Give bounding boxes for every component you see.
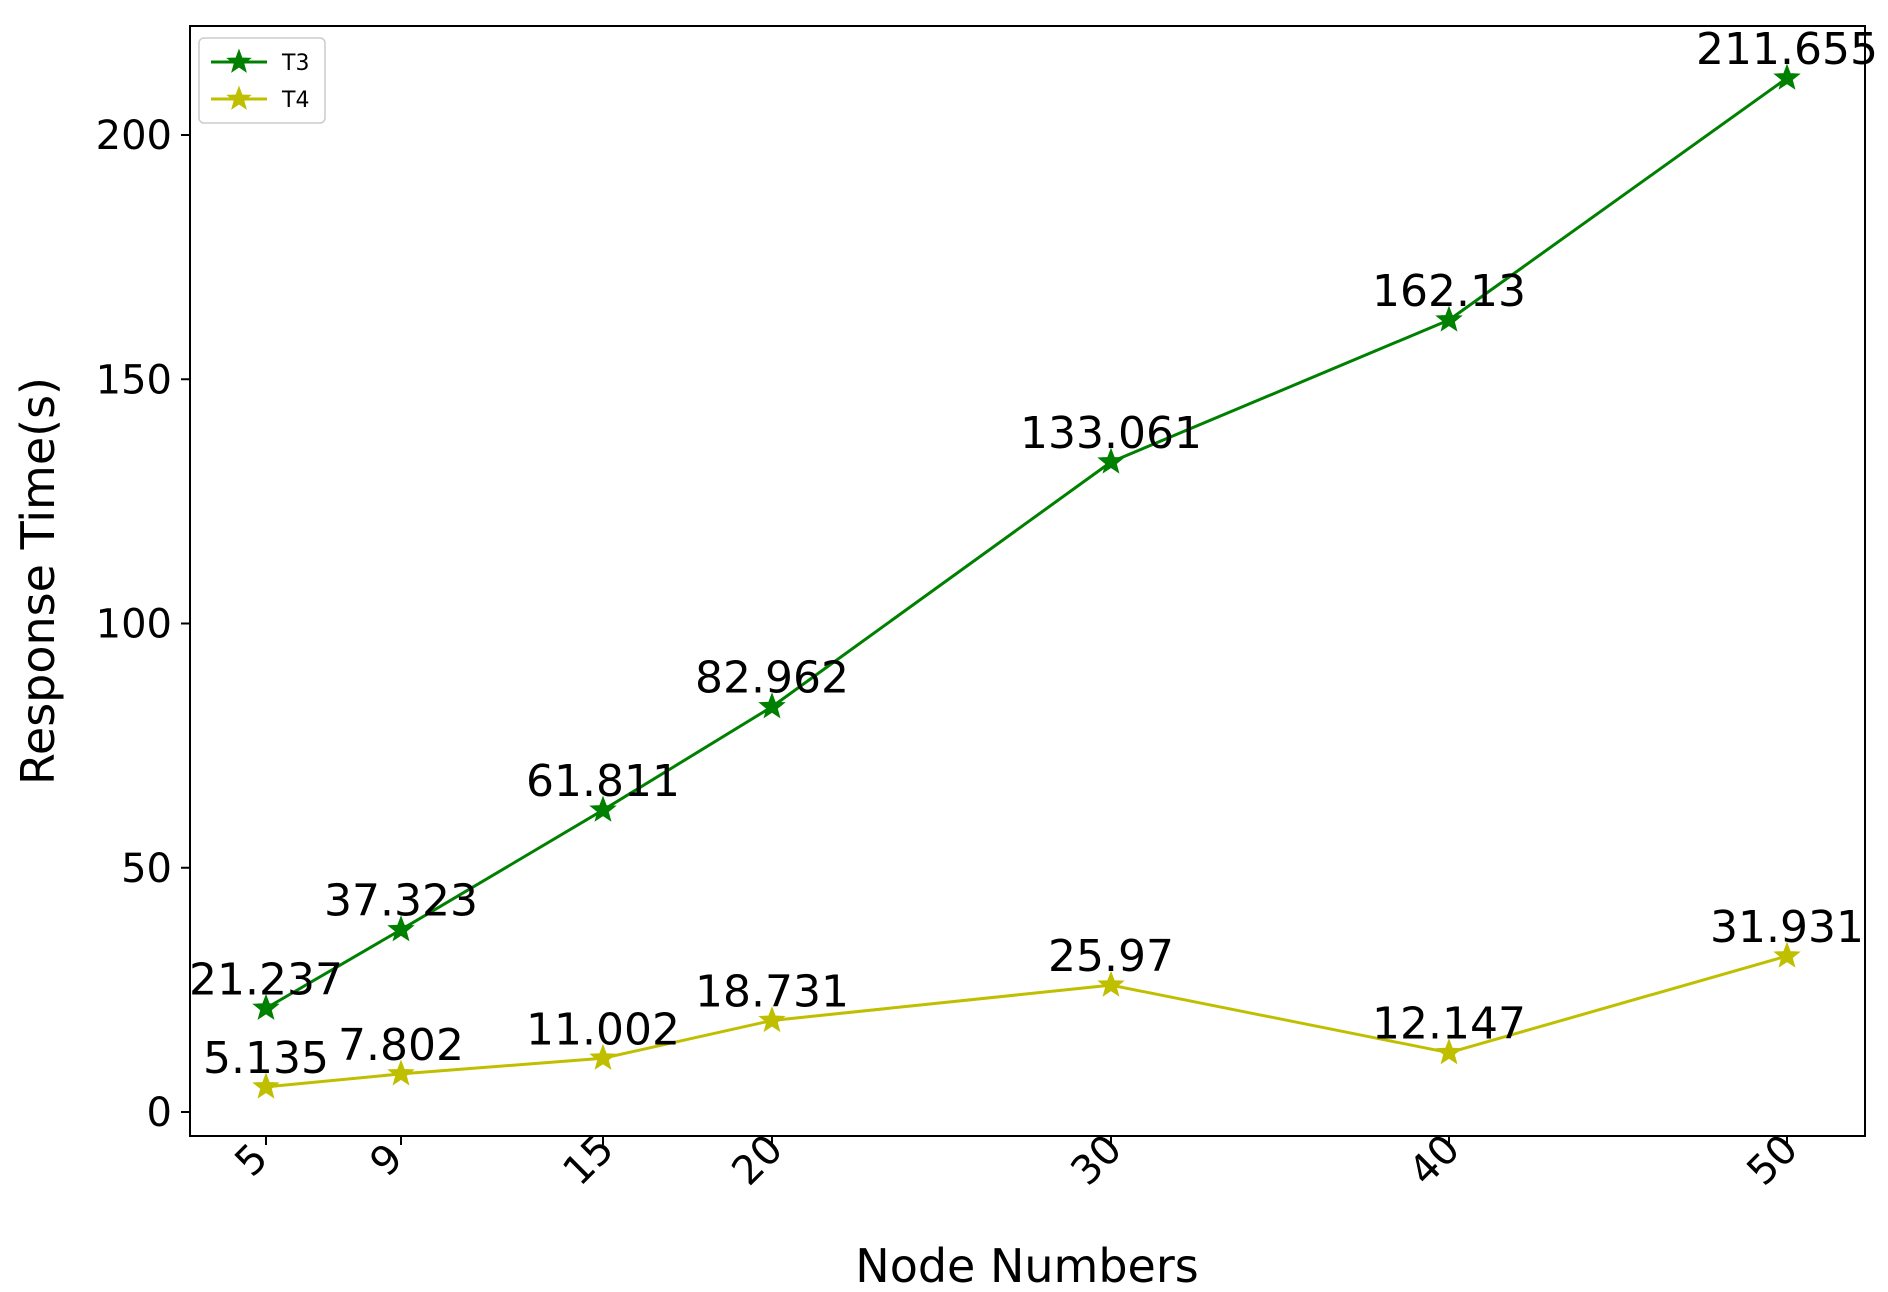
data-label: 25.97 (1048, 931, 1174, 982)
data-label: 18.731 (695, 966, 849, 1017)
data-point (387, 915, 415, 942)
data-point (252, 993, 280, 1020)
data-point (1097, 970, 1125, 997)
y-tick-label: 50 (121, 846, 172, 892)
y-tick-label: 0 (147, 1090, 172, 1136)
data-point (1773, 941, 1801, 968)
data-label: 82.962 (695, 653, 849, 704)
data-label: 21.237 (189, 954, 343, 1005)
data-label: 37.323 (324, 876, 478, 927)
data-point (758, 692, 786, 719)
data-point (1773, 63, 1801, 90)
data-point (1435, 305, 1463, 332)
data-label: 31.931 (1710, 902, 1864, 953)
data-point (387, 1059, 415, 1086)
data-point (1097, 447, 1125, 474)
legend-marker-t4 (226, 85, 252, 110)
y-axis: 0 50 100 150 200 (96, 113, 190, 1136)
data-label: 5.135 (203, 1033, 329, 1084)
data-label: 162.13 (1372, 266, 1526, 317)
plot-area (189, 25, 1866, 1137)
legend-label-t4: T4 (281, 88, 309, 113)
data-label: 7.802 (338, 1020, 464, 1071)
data-label: 12.147 (1372, 999, 1526, 1050)
data-point (252, 1072, 280, 1099)
x-tick-label: 9 (361, 1135, 412, 1186)
series-layer (252, 63, 1801, 1099)
legend-marker-t3 (226, 48, 252, 73)
y-axis-label: Response Time(s) (11, 377, 65, 785)
x-tick-label: 5 (226, 1135, 277, 1186)
y-tick-label: 150 (96, 357, 172, 403)
data-labels: 21.237 37.323 61.811 82.962 133.061 162.13 211… (189, 24, 1878, 1084)
y-tick-label: 200 (96, 113, 172, 159)
data-point (1435, 1038, 1463, 1065)
data-label: 11.002 (526, 1004, 680, 1055)
data-point (758, 1006, 786, 1033)
data-label: 211.655 (1696, 24, 1878, 75)
y-tick-label: 100 (96, 602, 172, 648)
data-point (589, 1043, 617, 1070)
x-axis-label: Node Numbers (855, 1239, 1198, 1292)
data-label: 61.811 (526, 756, 680, 807)
legend-label-t3: T3 (281, 51, 309, 76)
data-label: 133.061 (1020, 408, 1202, 459)
data-point (589, 795, 617, 822)
